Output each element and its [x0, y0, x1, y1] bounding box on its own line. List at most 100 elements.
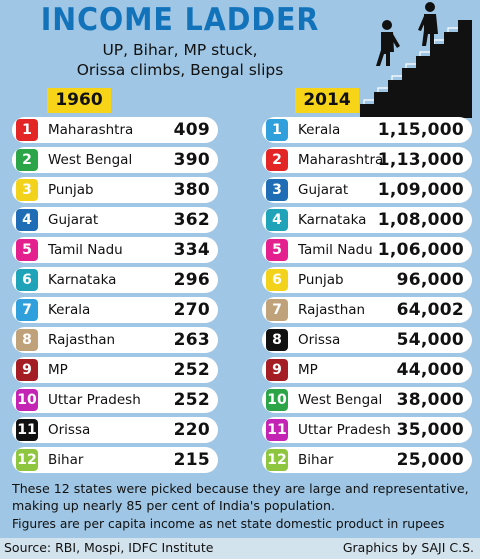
- state-name: Gujarat: [298, 182, 349, 198]
- rank-badge: 11: [266, 419, 288, 441]
- income-value: 1,09,000: [377, 180, 464, 200]
- income-value: 380: [173, 180, 210, 200]
- rank-row: 7 Kerala 270: [12, 297, 218, 323]
- rank-badge: 2: [266, 149, 288, 171]
- rank-row: 9 MP 252: [12, 357, 218, 383]
- state-name: Maharashtra: [48, 122, 134, 138]
- rank-badge: 2: [16, 149, 38, 171]
- subtitle-line-2: Orissa climbs, Bengal slips: [76, 61, 284, 79]
- state-name: Punjab: [298, 272, 344, 288]
- rank-badge: 10: [266, 389, 288, 411]
- income-value: 1,06,000: [377, 240, 464, 260]
- state-name: Karnataka: [48, 272, 117, 288]
- source-line: Source: RBI, Mospi, IDFC Institute: [4, 540, 214, 555]
- rank-row: 1 Maharashtra 409: [12, 117, 218, 143]
- rank-badge: 1: [16, 119, 38, 141]
- income-value: 38,000: [396, 390, 464, 410]
- rank-badge: 5: [16, 239, 38, 261]
- income-value: 25,000: [396, 450, 464, 470]
- rank-row: 8 Rajasthan 263: [12, 327, 218, 353]
- rank-row: 10 Uttar Pradesh 252: [12, 387, 218, 413]
- state-name: Bihar: [48, 452, 84, 468]
- footnote-units: Figures are per capita income as net sta…: [12, 517, 445, 531]
- state-name: MP: [298, 362, 318, 378]
- rank-badge: 6: [16, 269, 38, 291]
- income-value: 296: [173, 270, 210, 290]
- rank-badge: 12: [16, 449, 38, 471]
- year-label-1960: 1960: [47, 88, 111, 113]
- rank-row: 5 Tamil Nadu 334: [12, 237, 218, 263]
- income-value: 1,13,000: [377, 150, 464, 170]
- footnote-selection: These 12 states were picked because they…: [12, 481, 469, 513]
- income-value: 1,15,000: [377, 120, 464, 140]
- income-value: 215: [173, 450, 210, 470]
- rank-badge: 12: [266, 449, 288, 471]
- income-value: 252: [173, 390, 210, 410]
- state-name: Gujarat: [48, 212, 99, 228]
- rank-row: 10 West Bengal 38,000: [262, 387, 472, 413]
- rank-row: 3 Punjab 380: [12, 177, 218, 203]
- state-name: MP: [48, 362, 68, 378]
- rank-badge: 8: [16, 329, 38, 351]
- rank-row: 12 Bihar 215: [12, 447, 218, 473]
- rank-row: 5 Tamil Nadu 1,06,000: [262, 237, 472, 263]
- income-value: 54,000: [396, 330, 464, 350]
- state-name: Maharashtra: [298, 152, 384, 168]
- state-name: Karnataka: [298, 212, 367, 228]
- rank-badge: 8: [266, 329, 288, 351]
- income-value: 252: [173, 360, 210, 380]
- state-name: Uttar Pradesh: [298, 422, 391, 438]
- rank-row: 2 West Bengal 390: [12, 147, 218, 173]
- rank-badge: 7: [266, 299, 288, 321]
- state-name: Tamil Nadu: [48, 242, 123, 258]
- rank-row: 7 Rajasthan 64,002: [262, 297, 472, 323]
- state-name: Rajasthan: [48, 332, 116, 348]
- rank-row: 12 Bihar 25,000: [262, 447, 472, 473]
- state-name: Kerala: [48, 302, 91, 318]
- state-name: Tamil Nadu: [298, 242, 373, 258]
- income-value: 263: [173, 330, 210, 350]
- rank-badge: 1: [266, 119, 288, 141]
- income-value: 64,002: [396, 300, 464, 320]
- rank-row: 6 Karnataka 296: [12, 267, 218, 293]
- rank-badge: 9: [266, 359, 288, 381]
- rank-row: 11 Uttar Pradesh 35,000: [262, 417, 472, 443]
- rank-row: 3 Gujarat 1,09,000: [262, 177, 472, 203]
- income-value: 270: [173, 300, 210, 320]
- state-name: Kerala: [298, 122, 341, 138]
- state-name: West Bengal: [48, 152, 133, 168]
- income-value: 35,000: [396, 420, 464, 440]
- rank-badge: 11: [16, 419, 38, 441]
- income-value: 334: [173, 240, 210, 260]
- rank-badge: 4: [16, 209, 38, 231]
- rank-badge: 10: [16, 389, 38, 411]
- rank-badge: 5: [266, 239, 288, 261]
- state-name: Uttar Pradesh: [48, 392, 141, 408]
- state-name: Rajasthan: [298, 302, 366, 318]
- rank-row: 6 Punjab 96,000: [262, 267, 472, 293]
- rank-badge: 3: [16, 179, 38, 201]
- year-label-2014: 2014: [295, 88, 359, 113]
- income-value: 220: [173, 420, 210, 440]
- income-value: 390: [173, 150, 210, 170]
- rank-row: 1 Kerala 1,15,000: [262, 117, 472, 143]
- rank-badge: 4: [266, 209, 288, 231]
- rank-badge: 6: [266, 269, 288, 291]
- state-name: Punjab: [48, 182, 94, 198]
- rank-row: 9 MP 44,000: [262, 357, 472, 383]
- rank-row: 4 Karnataka 1,08,000: [262, 207, 472, 233]
- people-climbing-stairs-icon: [360, 2, 472, 118]
- income-value: 409: [173, 120, 210, 140]
- state-name: Orissa: [298, 332, 341, 348]
- rank-badge: 9: [16, 359, 38, 381]
- income-value: 1,08,000: [377, 210, 464, 230]
- rank-badge: 3: [266, 179, 288, 201]
- rank-badge: 7: [16, 299, 38, 321]
- state-name: Bihar: [298, 452, 334, 468]
- rank-row: 8 Orissa 54,000: [262, 327, 472, 353]
- chart-title: INCOME LADDER: [40, 2, 320, 38]
- rank-row: 11 Orissa 220: [12, 417, 218, 443]
- graphics-credit: Graphics by SAJI C.S.: [342, 540, 474, 555]
- income-value: 96,000: [396, 270, 464, 290]
- rank-row: 2 Maharashtra 1,13,000: [262, 147, 472, 173]
